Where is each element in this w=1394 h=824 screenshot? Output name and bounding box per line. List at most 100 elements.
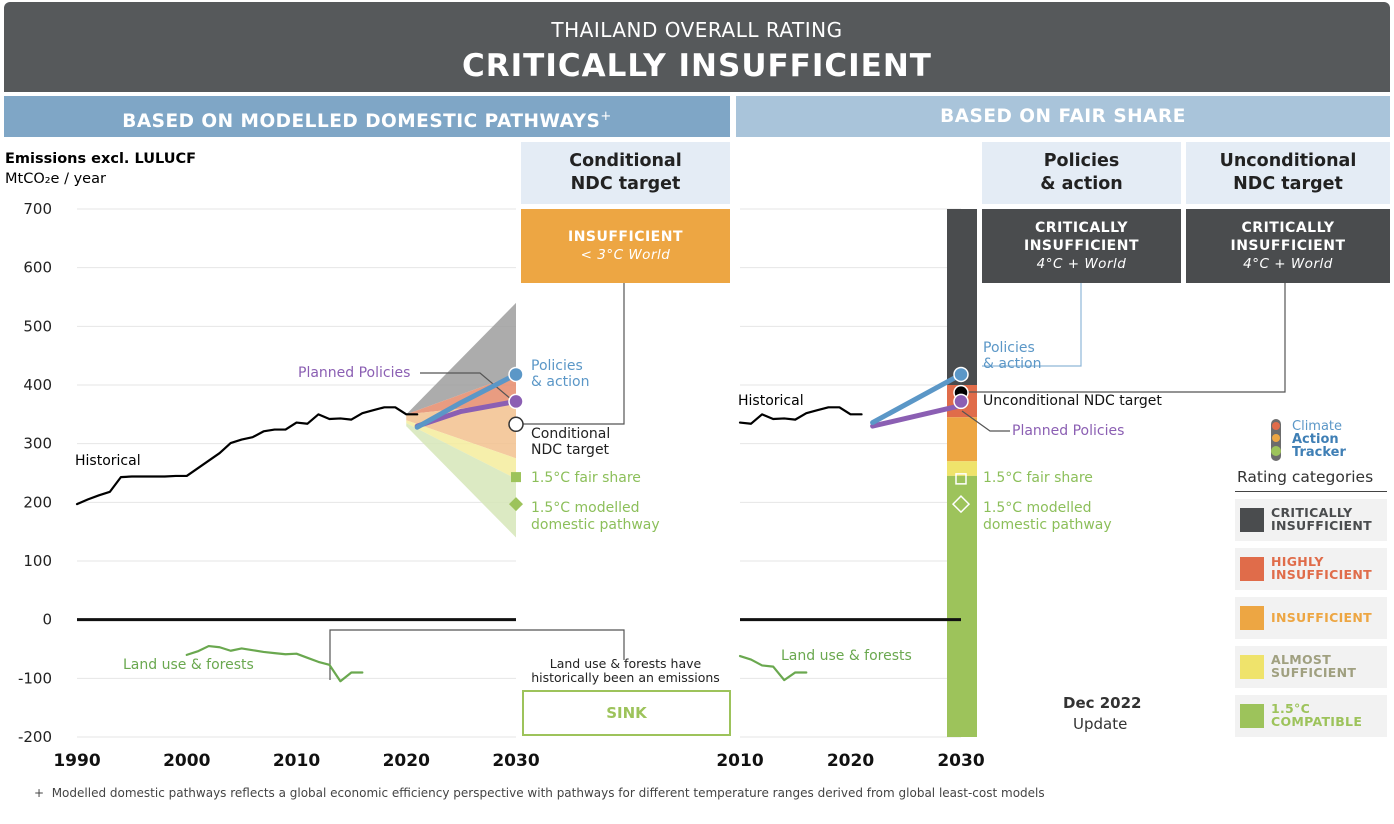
legend-title-rule	[1235, 491, 1387, 492]
unconditional-column-head: Unconditional NDC target	[1186, 142, 1390, 204]
marker-conditional-ndc-target	[508, 416, 524, 433]
unconditional-rating-sub: 4°C + World	[1243, 256, 1333, 272]
legend-swatch-compatible	[1240, 704, 1264, 728]
land-use-label-left: Land use & forests	[123, 657, 254, 673]
legend-highly-line2: INSUFFICIENT	[1271, 567, 1372, 582]
legend-critically-line1: CRITICALLY	[1271, 505, 1353, 520]
planned-policies-right-connector	[961, 410, 1010, 432]
unconditional-head-line2: NDC target	[1233, 174, 1343, 194]
policies-head-line2: & action	[1040, 174, 1123, 194]
cat-logo: Climate Action Tracker	[1268, 418, 1388, 464]
x-tick-label: 2020	[383, 751, 430, 771]
conditional-ndc-line1: Conditional	[531, 426, 611, 442]
header-title: CRITICALLY INSUFFICIENT	[462, 48, 932, 84]
planned-policies-label-left: Planned Policies	[298, 365, 411, 381]
legend-swatch-insufficient	[1240, 606, 1264, 630]
sink-label: SINK	[606, 704, 647, 722]
legend-compatible-line2: COMPATIBLE	[1271, 714, 1363, 729]
band-fair-share-label: BASED ON FAIR SHARE	[940, 106, 1186, 127]
y-tick-label: -200	[18, 728, 52, 746]
series-policies-action	[414, 371, 519, 430]
policies-column-head: Policies & action	[982, 142, 1181, 204]
band-1-5-C-compatible	[406, 423, 516, 538]
modelled-pathway-right-line1: 1.5°C modelled	[983, 500, 1092, 516]
x-tick-label: 2030	[937, 751, 984, 771]
logo-line1: Climate	[1292, 419, 1343, 434]
footnote-marker: +	[34, 786, 45, 800]
y-tick-label: 500	[23, 317, 52, 335]
y-tick-label: 400	[23, 376, 52, 394]
footnote: + Modelled domestic pathways reflects a …	[34, 786, 1045, 800]
unconditional-rating-line2: INSUFFICIENT	[1230, 238, 1346, 254]
policies-action-right-line2: & action	[983, 356, 1042, 372]
unconditional-head-line1: Unconditional	[1219, 151, 1357, 171]
modelled-pathway-left-line2: domestic pathway	[531, 517, 660, 533]
legend-title: Rating categories	[1237, 468, 1374, 486]
y-tick-label: -100	[18, 669, 52, 687]
right-gridlines	[740, 208, 961, 738]
sink-note: Land use & forests have historically bee…	[521, 657, 730, 685]
legend-critically-line2: INSUFFICIENT	[1271, 518, 1372, 533]
marker-1-5-c-modelled-domestic-pathway	[951, 495, 971, 514]
marker-policies-action	[953, 366, 969, 383]
y-tick-label: 0	[42, 611, 52, 629]
legend-swatch-critically	[1240, 508, 1264, 532]
unconditional-rating-box: CRITICALLY INSUFFICIENT 4°C + World	[1186, 209, 1390, 283]
marker-planned-policies	[953, 393, 969, 410]
policies-action-label-left: Policies & action	[531, 358, 589, 390]
conditional-head-line2: NDC target	[570, 174, 681, 194]
sink-note-line1: Land use & forests have	[549, 656, 702, 671]
y-tick-label: 300	[23, 435, 52, 453]
modelled-pathway-left-line1: 1.5°C modelled	[531, 500, 640, 516]
band-modelled-marker: +	[600, 109, 612, 124]
unconditional-rating-line1: CRITICALLY	[1241, 220, 1335, 236]
y-axis-unit: MtCO₂e / year	[5, 171, 106, 187]
band-almost-sufficient	[406, 420, 516, 479]
logo-line2: Action	[1292, 432, 1339, 447]
policies-rating-line1: CRITICALLY	[1035, 220, 1128, 236]
y-tick-label: 200	[23, 493, 52, 511]
x-tick-label: 2010	[273, 751, 320, 771]
fair-share-segment-critically-insufficient	[947, 209, 977, 385]
series-land-use-forests	[738, 654, 808, 682]
sink-note-line2: historically been an emissions	[531, 670, 720, 685]
sink-connector	[329, 629, 625, 680]
legend-label-compatible: 1.5°C COMPATIBLE	[1271, 702, 1389, 728]
y-axis-title: Emissions excl. LULUCF	[5, 151, 197, 167]
policies-head-line1: Policies	[1043, 151, 1120, 171]
markers	[508, 366, 971, 514]
series-historical	[738, 406, 863, 425]
band-fair-share: BASED ON FAIR SHARE	[736, 96, 1390, 137]
legend-insufficient-line1: INSUFFICIENT	[1271, 610, 1372, 625]
fair-share-label-left: 1.5°C fair share	[531, 470, 641, 486]
conditional-ndc-label: Conditional NDC target	[531, 426, 610, 458]
x-tick-label: 1990	[53, 751, 100, 771]
footnote-text: Modelled domestic pathways reflects a gl…	[51, 786, 1045, 800]
left-gridlines	[77, 208, 516, 738]
marker-1-5-c-modelled-domestic-pathway	[509, 497, 523, 512]
conditional-rating: INSUFFICIENT	[567, 229, 684, 245]
legend-swatch-almost	[1240, 655, 1264, 679]
legend-item-almost: ALMOST SUFFICIENT	[1235, 646, 1387, 688]
legend-almost-line2: SUFFICIENT	[1271, 665, 1357, 680]
planned-policies-label-right: Planned Policies	[1012, 423, 1125, 439]
policies-action-right-line1: Policies	[983, 340, 1035, 356]
legend-label-almost: ALMOST SUFFICIENT	[1271, 653, 1389, 679]
x-tick-label: 2020	[827, 751, 874, 771]
marker-1-5-c-fair-share	[955, 473, 967, 485]
marker-policies-action	[508, 366, 524, 383]
legend-item-critically: CRITICALLY INSUFFICIENT	[1235, 499, 1387, 541]
left-series	[75, 371, 519, 683]
header-subtitle: THAILAND OVERALL RATING	[551, 18, 843, 42]
series-policies-action	[870, 371, 964, 426]
policies-action-connector	[982, 283, 1082, 367]
series-planned-policies	[870, 403, 964, 429]
x-tick-label: 2010	[716, 751, 763, 771]
conditional-connector	[516, 283, 625, 425]
date-label: Dec 2022	[1063, 694, 1142, 712]
fair-share-bar	[947, 209, 977, 737]
fair-share-segment-almost-sufficient	[947, 461, 977, 476]
connector-lines	[329, 283, 1286, 680]
band-critically-insufficient	[406, 302, 516, 415]
historical-label-left: Historical	[75, 453, 141, 469]
